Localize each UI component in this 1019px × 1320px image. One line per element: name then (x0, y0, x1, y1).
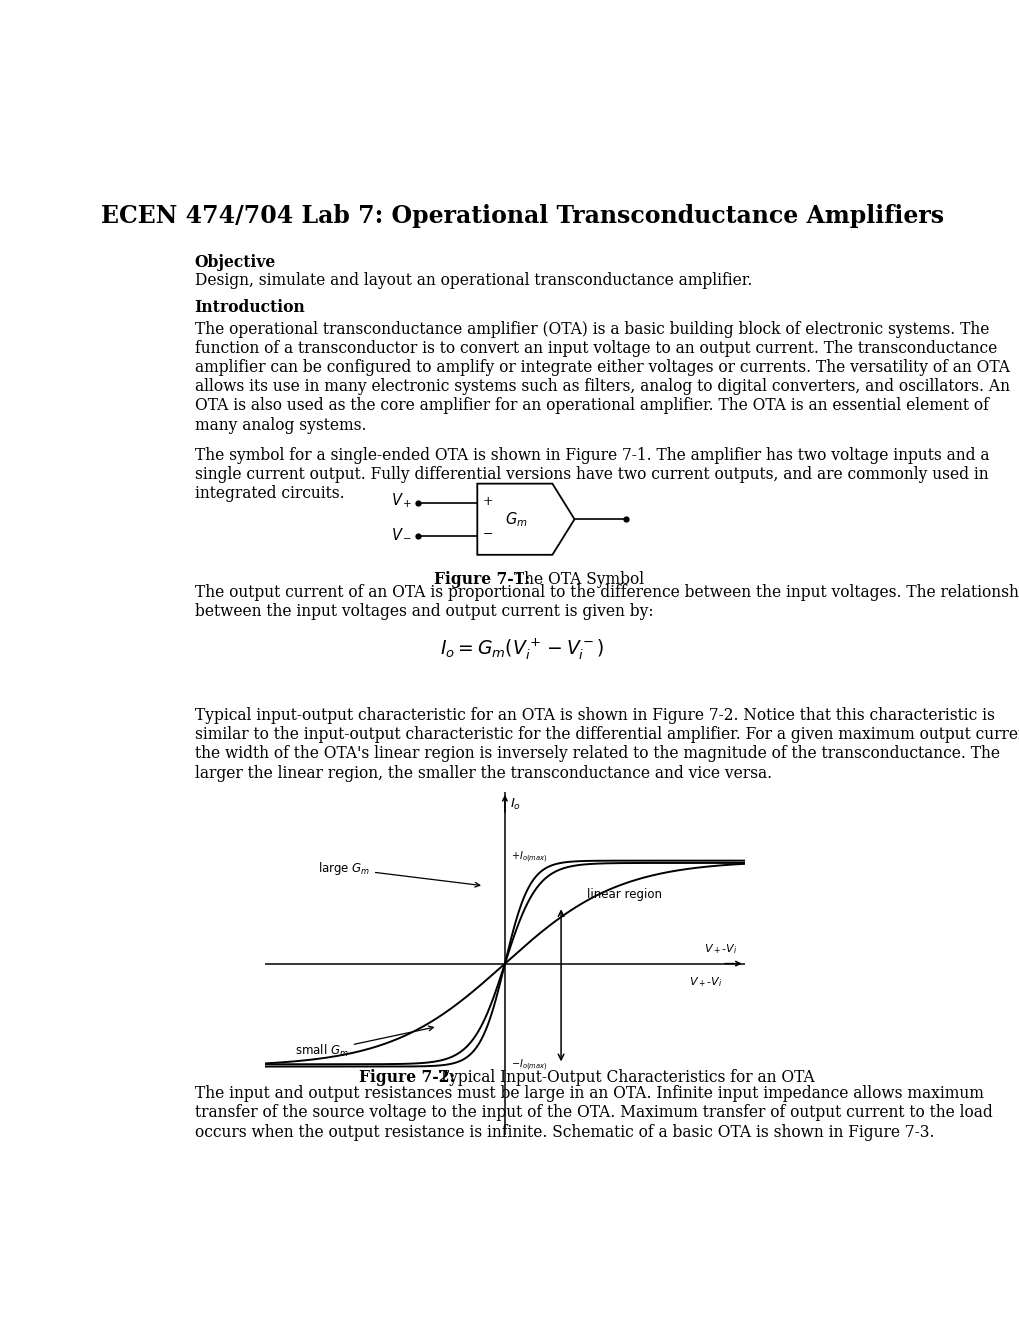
Text: linear region: linear region (587, 888, 661, 902)
Text: many analog systems.: many analog systems. (195, 417, 366, 433)
Text: $-I_{o(max)}$: $-I_{o(max)}$ (511, 1057, 547, 1073)
Text: between the input voltages and output current is given by:: between the input voltages and output cu… (195, 603, 653, 620)
Text: amplifier can be configured to amplify or integrate either voltages or currents.: amplifier can be configured to amplify o… (195, 359, 1009, 376)
Text: Typical Input-Output Characteristics for an OTA: Typical Input-Output Characteristics for… (434, 1069, 814, 1086)
Text: transfer of the source voltage to the input of the OTA. Maximum transfer of outp: transfer of the source voltage to the in… (195, 1105, 991, 1122)
Text: Figure 7-1:: Figure 7-1: (434, 572, 530, 587)
Text: ECEN 474/704 Lab 7: Operational Transconductance Amplifiers: ECEN 474/704 Lab 7: Operational Transcon… (101, 205, 944, 228)
Text: $+I_{o(max)}$: $+I_{o(max)}$ (511, 850, 547, 865)
Text: $V_+$-$V_i$: $V_+$-$V_i$ (688, 975, 721, 989)
Text: Introduction: Introduction (195, 298, 305, 315)
Text: function of a transconductor is to convert an input voltage to an output current: function of a transconductor is to conve… (195, 341, 996, 358)
Text: The symbol for a single-ended OTA is shown in Figure 7-1. The amplifier has two : The symbol for a single-ended OTA is sho… (195, 447, 988, 465)
Text: allows its use in many electronic systems such as filters, analog to digital con: allows its use in many electronic system… (195, 379, 1009, 396)
Text: Objective: Objective (195, 253, 276, 271)
Text: occurs when the output resistance is infinite. Schematic of a basic OTA is shown: occurs when the output resistance is inf… (195, 1123, 933, 1140)
Text: $V_+$-$V_i$: $V_+$-$V_i$ (703, 941, 737, 956)
Text: The output current of an OTA is proportional to the difference between the input: The output current of an OTA is proporti… (195, 585, 1019, 602)
Text: The operational transconductance amplifier (OTA) is a basic building block of el: The operational transconductance amplifi… (195, 321, 988, 338)
Text: $I_o = G_m(V_i^+ - V_i^-)$: $I_o = G_m(V_i^+ - V_i^-)$ (440, 636, 604, 661)
Text: $V_-$: $V_-$ (390, 527, 412, 541)
Text: small $G_m$: small $G_m$ (294, 1026, 433, 1059)
Text: −: − (482, 528, 493, 541)
Text: +: + (482, 495, 493, 508)
Text: Design, simulate and layout an operational transconductance amplifier.: Design, simulate and layout an operation… (195, 272, 751, 289)
Text: $V_+$: $V_+$ (390, 491, 412, 510)
Text: Figure 7-2:: Figure 7-2: (359, 1069, 454, 1086)
Text: Typical input-output characteristic for an OTA is shown in Figure 7-2. Notice th: Typical input-output characteristic for … (195, 708, 994, 725)
Text: $I_o$: $I_o$ (510, 796, 521, 812)
Text: single current output. Fully differential versions have two current outputs, and: single current output. Fully differentia… (195, 466, 987, 483)
Text: OTA is also used as the core amplifier for an operational amplifier. The OTA is : OTA is also used as the core amplifier f… (195, 397, 987, 414)
Text: The input and output resistances must be large in an OTA. Infinite input impedan: The input and output resistances must be… (195, 1085, 982, 1102)
Polygon shape (477, 483, 574, 554)
Text: the width of the OTA's linear region is inversely related to the magnitude of th: the width of the OTA's linear region is … (195, 746, 999, 763)
Text: similar to the input-output characteristic for the differential amplifier. For a: similar to the input-output characterist… (195, 726, 1019, 743)
Text: larger the linear region, the smaller the transconductance and vice versa.: larger the linear region, the smaller th… (195, 764, 771, 781)
Text: large $G_m$: large $G_m$ (317, 861, 479, 887)
Text: The OTA Symbol: The OTA Symbol (508, 572, 643, 587)
Text: integrated circuits.: integrated circuits. (195, 486, 344, 503)
Text: $G_m$: $G_m$ (504, 510, 527, 528)
